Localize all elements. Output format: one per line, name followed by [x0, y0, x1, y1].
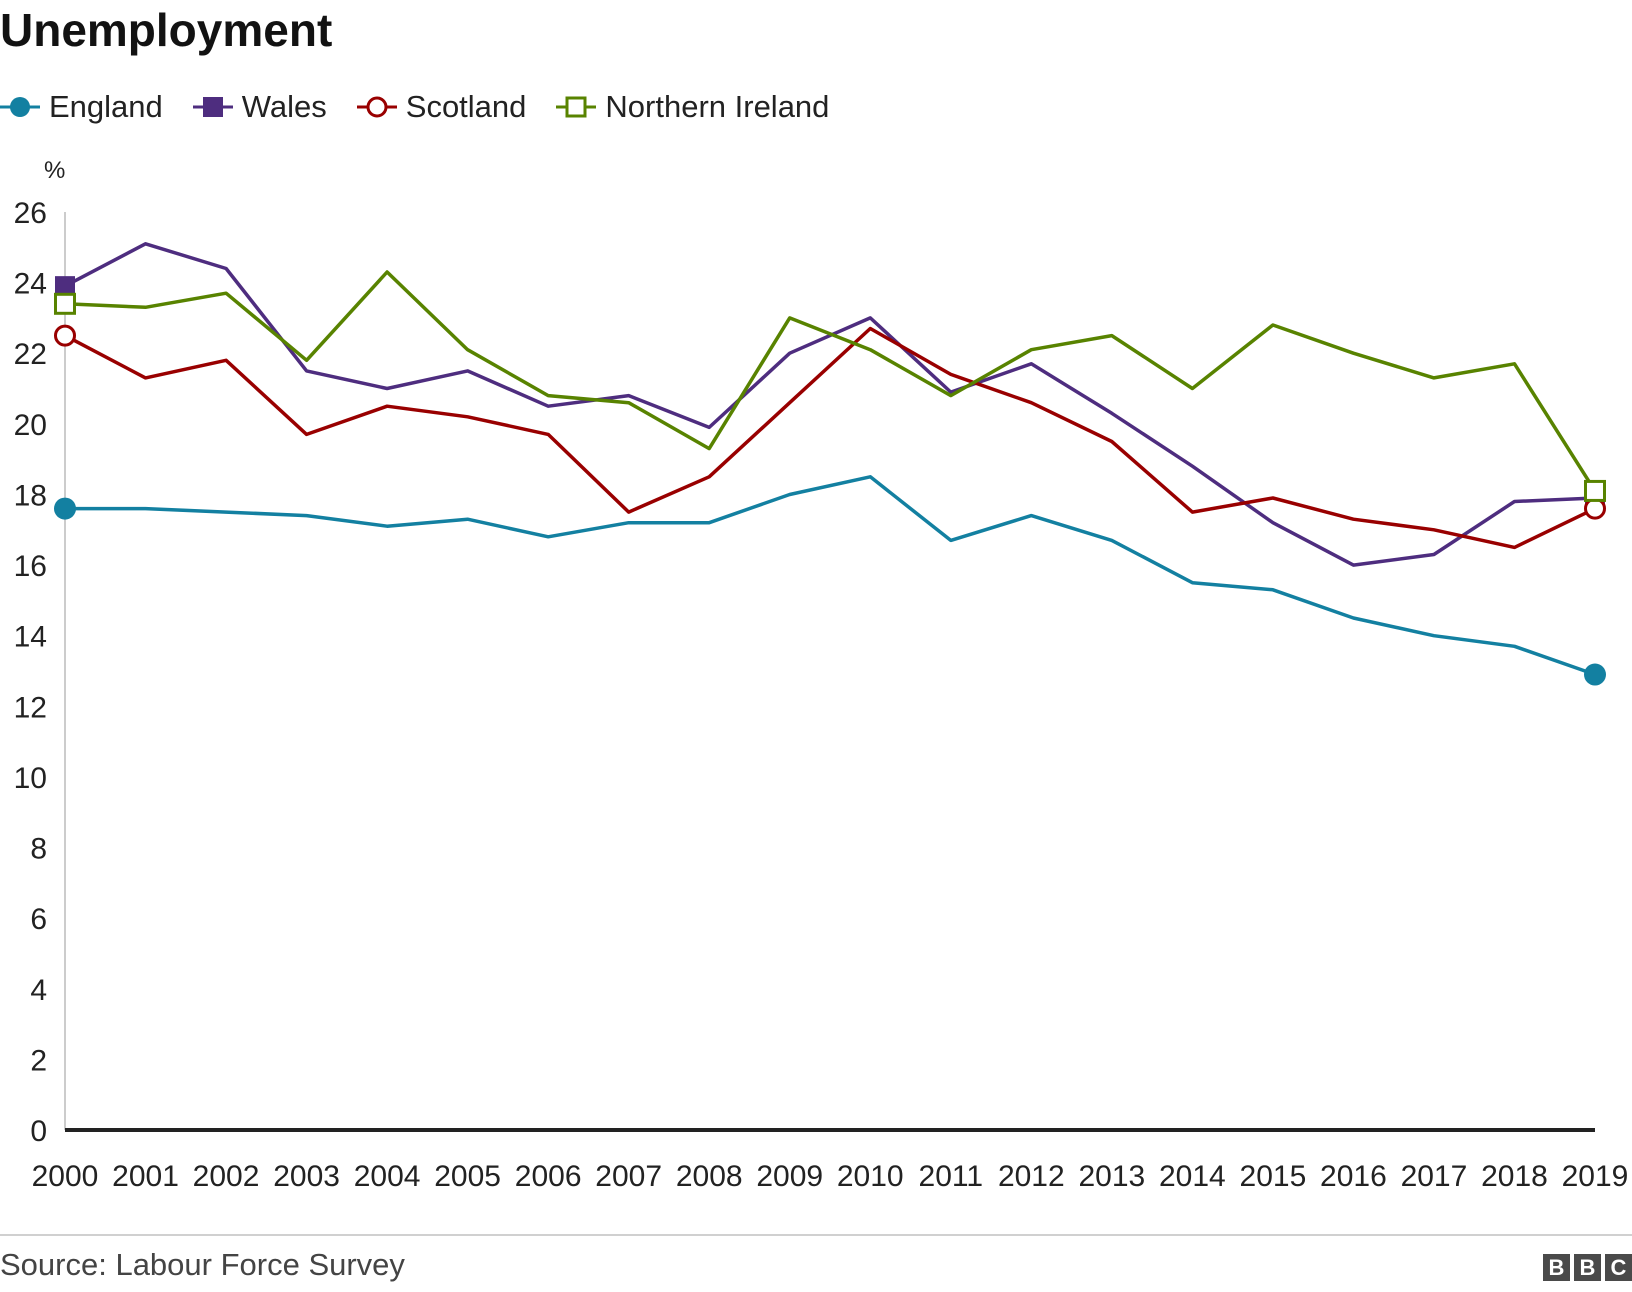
x-tick-label: 2013 — [1078, 1160, 1145, 1193]
logo-letter: B — [1543, 1254, 1570, 1281]
y-tick-label: 2 — [30, 1044, 47, 1077]
x-tick-label: 2000 — [32, 1160, 99, 1193]
legend-label-scotland: Scotland — [405, 89, 527, 124]
filled-square-marker-icon — [192, 97, 233, 117]
x-tick-label: 2017 — [1401, 1160, 1468, 1193]
open-circle-marker-icon — [356, 96, 397, 118]
x-tick-label: 2016 — [1320, 1160, 1387, 1193]
data-point-northern-ireland — [54, 292, 76, 315]
y-tick-label: 22 — [14, 338, 47, 371]
series-line-england — [63, 475, 1597, 677]
series-line-scotland — [63, 326, 1597, 550]
y-tick-label: 20 — [14, 409, 47, 442]
y-tick-label: 0 — [30, 1115, 47, 1148]
y-tick-label: 26 — [14, 197, 47, 230]
series-line-northern-ireland — [63, 270, 1597, 493]
legend-label-northern-ireland: Northern Ireland — [605, 89, 830, 124]
data-point-northern-ireland — [1584, 479, 1606, 502]
legend-item-northern-ireland[interactable]: Northern Ireland — [556, 89, 829, 125]
data-point-scotland — [1584, 497, 1606, 520]
chart-title: Unemployment — [0, 4, 333, 56]
legend-item-scotland[interactable]: Scotland — [356, 89, 527, 125]
legend-item-wales[interactable]: Wales — [192, 89, 327, 125]
legend: England Wales Scotland Northern Ireland — [0, 82, 859, 132]
source-note: Source: Labour Force Survey — [0, 1247, 405, 1282]
y-tick-label: 18 — [14, 479, 47, 512]
x-tick-label: 2018 — [1481, 1160, 1548, 1193]
y-tick-label: 16 — [14, 550, 47, 583]
legend-item-england[interactable]: England — [0, 89, 163, 125]
y-tick-label: 14 — [14, 621, 47, 654]
bbc-logo: B B C — [1539, 1254, 1632, 1281]
x-tick-label: 2002 — [193, 1160, 260, 1193]
data-point-scotland — [54, 324, 76, 347]
y-tick-label: 8 — [30, 833, 47, 866]
x-tick-label: 2012 — [998, 1160, 1065, 1193]
y-tick-label: 4 — [30, 974, 47, 1007]
legend-label-england: England — [49, 89, 163, 124]
x-tick-label: 2004 — [354, 1160, 421, 1193]
x-tick-label: 2010 — [837, 1160, 904, 1193]
logo-letter: B — [1574, 1254, 1601, 1281]
footer-divider — [0, 1234, 1632, 1236]
x-tick-label: 2003 — [273, 1160, 340, 1193]
legend-label-wales: Wales — [241, 89, 327, 124]
y-tick-label: 10 — [14, 762, 47, 795]
y-tick-label: 12 — [14, 691, 47, 724]
y-tick-label: 6 — [30, 903, 47, 936]
x-tick-label: 2005 — [434, 1160, 501, 1193]
x-tick-label: 2007 — [595, 1160, 662, 1193]
x-tick-label: 2006 — [515, 1160, 582, 1193]
x-tick-label: 2019 — [1562, 1160, 1629, 1193]
x-tick-label: 2009 — [756, 1160, 823, 1193]
y-axis-unit-label: % — [44, 157, 65, 184]
filled-circle-marker-icon — [0, 97, 40, 117]
data-point-england — [54, 497, 76, 520]
series-line-wales — [63, 242, 1597, 567]
data-point-england — [1584, 663, 1606, 686]
x-tick-label: 2015 — [1240, 1160, 1307, 1193]
x-tick-label: 2001 — [112, 1160, 179, 1193]
data-point-wales — [55, 276, 75, 297]
logo-letter: C — [1605, 1254, 1632, 1281]
x-tick-label: 2008 — [676, 1160, 743, 1193]
y-tick-label: 24 — [14, 268, 47, 301]
x-tick-label: 2014 — [1159, 1160, 1226, 1193]
x-tick-label: 2011 — [919, 1160, 984, 1193]
open-square-marker-icon — [556, 96, 597, 118]
